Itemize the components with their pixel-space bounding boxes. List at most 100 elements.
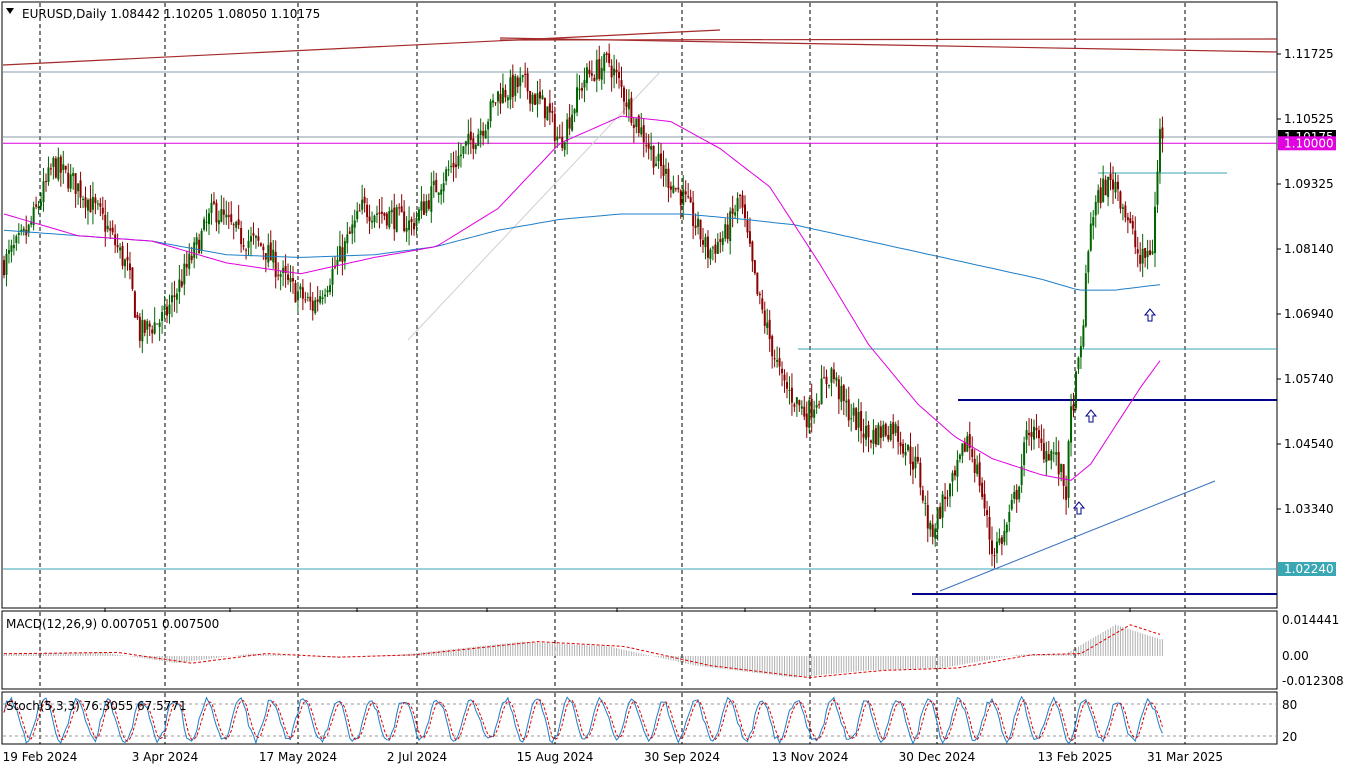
candle-body [301,287,304,299]
candle-body [69,174,72,189]
candle-body [803,406,806,417]
candle-body [158,322,161,327]
candle-body [763,310,766,326]
candle-body [573,109,576,114]
candle-body [299,286,302,290]
price-axis: 1.11725 1.10525 1.09325 1.08140 1.06940 1.057… [1277,47,1336,576]
candle-body [457,155,460,167]
candle-body [1146,250,1149,258]
candle-body [946,497,949,499]
candle-body [1008,512,1011,522]
candle-body [541,95,544,100]
candle-body [1037,430,1040,439]
candle-body [714,244,717,254]
candle-body [808,400,811,428]
candle-body [1097,190,1100,203]
candle-body [1005,524,1008,533]
candle-body [403,211,406,232]
candle-body [1025,430,1028,440]
candle-body [916,456,919,462]
candle-body [662,164,665,176]
candle-body [1077,357,1080,369]
candle-body [618,72,621,78]
candle-body [645,145,648,147]
candle-body [114,234,117,246]
candle-body [383,212,386,216]
candle-body [677,187,680,190]
candle-body [1000,537,1003,545]
candle-body [104,214,107,232]
candle-body [904,451,907,456]
candle-body [195,237,198,245]
candle-body [146,321,149,330]
candle-body [1114,181,1117,193]
candle-body [519,77,522,87]
candle-body [1116,181,1119,190]
candle-body [393,207,396,230]
candle-body [101,207,104,214]
candle-body [726,224,729,240]
candle-body [232,224,235,226]
candle-body [731,208,734,214]
candle-body [1074,371,1077,409]
candle-body [1089,223,1092,251]
candle-body [825,376,828,385]
candle-body [32,207,35,226]
candle-body [1161,127,1164,139]
candle-body [230,214,233,222]
candle-body [477,134,480,146]
candle-body [669,186,672,190]
candle-body [823,377,826,379]
candle-body [882,424,885,438]
candle-body [924,502,927,504]
candle-body [610,65,613,78]
low-level-tag: 1.02240 [1284,562,1334,576]
candle-body [361,199,364,210]
candle-body [469,131,472,140]
candle-body [647,143,650,149]
candle-body [501,87,504,103]
candle-body [818,404,821,406]
candle-body [385,213,388,226]
candle-body [583,80,586,88]
candle-body [832,369,835,380]
candle-body [1094,201,1097,216]
candle-body [889,423,892,440]
candle-body [704,237,707,248]
moving-averages [3,115,1161,481]
candle-body [1121,207,1124,209]
candle-body [257,236,260,241]
candle-body [235,221,238,228]
candle-body [245,249,248,251]
candle-body [1102,178,1105,202]
candle-body [422,201,425,215]
candle-body [563,142,566,150]
candle-body [254,235,257,238]
ma-fast-line [3,115,1161,481]
candle-body [400,206,403,213]
candle-body [336,259,339,266]
candle-body [395,207,398,232]
candle-body [346,234,349,244]
candle-body [1144,248,1147,258]
candle-body [506,97,509,101]
candle-body [516,77,519,88]
candle-body [531,94,534,105]
candle-body [706,236,709,258]
candle-body [753,260,756,274]
collapse-triangle-icon[interactable] [6,8,14,14]
candle-body [67,172,70,189]
candle-body [588,69,591,74]
candle-body [250,236,252,242]
macd-panel: 0.014441 0.00 -0.012308 [3,613,1344,688]
candle-body [193,242,196,258]
candle-body [5,254,8,275]
candle-body [368,216,371,222]
candle-body [141,319,144,342]
candle-body [49,168,52,170]
candle-body [1109,173,1112,181]
candle-body [998,538,1001,543]
candle-body [1134,230,1137,248]
candle-body [1035,427,1038,431]
